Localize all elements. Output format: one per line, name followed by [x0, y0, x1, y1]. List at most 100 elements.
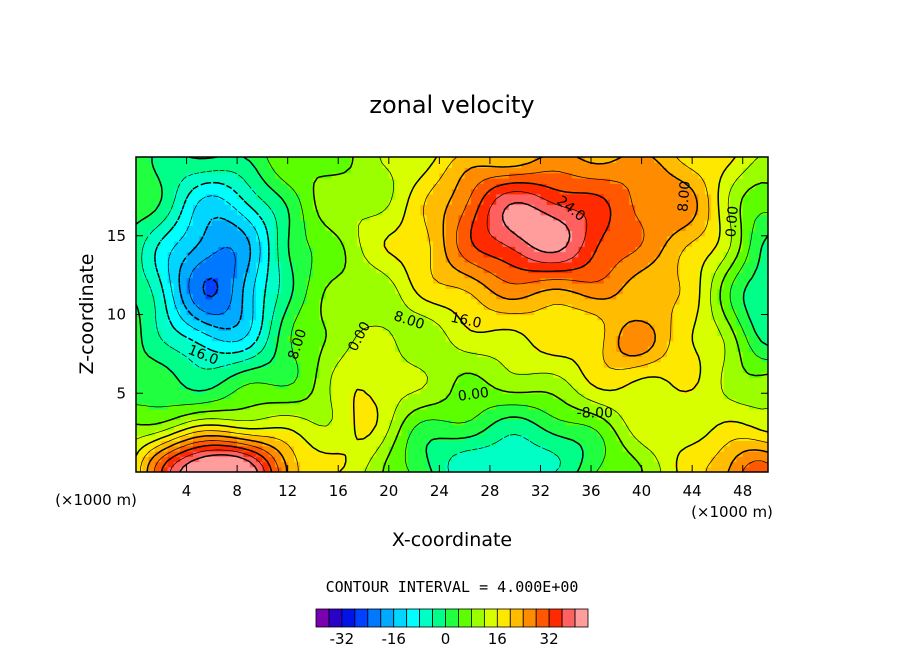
contour-cell	[167, 356, 175, 363]
contour-cell	[243, 456, 251, 463]
contour-cell	[262, 251, 270, 258]
contour-cell	[294, 393, 301, 400]
contour-cell	[502, 283, 510, 289]
contour-cell	[148, 246, 156, 253]
contour-cell	[186, 230, 194, 237]
contour-cell	[559, 335, 567, 342]
contour-cell	[388, 314, 396, 321]
contour-cell	[622, 388, 630, 394]
contour-cell	[148, 262, 156, 268]
contour-cell	[312, 251, 320, 258]
contour-cell	[249, 435, 257, 442]
contour-cell	[502, 309, 510, 316]
contour-cell	[572, 440, 579, 447]
contour-cell	[382, 388, 390, 394]
contour-cell	[603, 214, 611, 221]
contour-cell	[647, 456, 655, 463]
contour-cell	[376, 230, 384, 237]
contour-cell	[565, 346, 573, 352]
contour-cell	[616, 398, 624, 405]
contour-cell	[527, 283, 535, 289]
contour-cell	[224, 251, 232, 258]
contour-cell	[452, 309, 459, 316]
contour-cell	[591, 241, 598, 247]
contour-cell	[704, 267, 712, 274]
contour-cell	[312, 214, 320, 221]
contour-cell	[761, 451, 768, 457]
contour-cell	[534, 382, 542, 389]
contour-cell	[572, 283, 579, 289]
contour-cell	[199, 277, 207, 284]
contour-cell	[477, 214, 485, 221]
contour-cell	[230, 225, 238, 232]
contour-cell	[749, 419, 756, 426]
contour-cell	[369, 419, 377, 426]
contour-cell	[230, 461, 238, 468]
contour-cell	[218, 235, 226, 242]
contour-cell	[338, 356, 346, 363]
contour-cell	[414, 288, 421, 295]
contour-cell	[218, 272, 226, 279]
contour-cell	[736, 372, 744, 379]
contour-cell	[433, 346, 440, 352]
contour-cell	[205, 451, 213, 457]
contour-cell	[281, 403, 289, 410]
contour-cell	[325, 335, 333, 342]
contour-cell	[306, 440, 314, 447]
contour-cell	[401, 251, 409, 258]
contour-cell	[584, 288, 592, 295]
contour-cell	[401, 309, 409, 316]
contour-cell	[477, 440, 485, 447]
contour-cell	[723, 466, 731, 472]
contour-cell	[723, 398, 731, 405]
contour-cell	[464, 235, 472, 242]
contour-cell	[477, 335, 485, 342]
contour-cell	[502, 298, 510, 305]
contour-cell	[161, 440, 169, 447]
contour-cell	[704, 388, 712, 394]
contour-cell	[161, 356, 169, 363]
contour-cell	[319, 419, 327, 426]
contour-cell	[243, 251, 251, 258]
contour-cell	[730, 241, 737, 247]
contour-cell	[673, 304, 681, 310]
contour-cell	[527, 361, 535, 368]
contour-cell	[477, 325, 485, 331]
contour-cell	[515, 382, 523, 389]
contour-cell	[306, 356, 314, 363]
contour-cell	[136, 267, 143, 274]
contour-cell	[224, 424, 232, 431]
contour-cell	[749, 351, 756, 358]
contour-cell	[489, 456, 497, 463]
contour-cell	[521, 377, 529, 384]
contour-cell	[401, 466, 409, 472]
contour-cell	[401, 235, 409, 242]
contour-cell	[268, 246, 276, 253]
contour-cell	[755, 445, 763, 452]
contour-cell	[426, 372, 434, 379]
contour-cell	[502, 367, 510, 373]
contour-cell	[679, 298, 687, 305]
contour-cell	[742, 304, 750, 310]
contour-cell	[470, 335, 478, 342]
contour-cell	[591, 256, 598, 263]
contour-cell	[749, 262, 756, 268]
contour-cell	[496, 304, 504, 310]
contour-cell	[294, 267, 301, 274]
contour-cell	[654, 288, 662, 295]
contour-cell	[331, 424, 339, 431]
contour-cell	[540, 314, 548, 321]
contour-cell	[458, 288, 466, 295]
contour-cell	[591, 209, 598, 216]
contour-cell	[502, 325, 510, 331]
contour-cell	[723, 267, 731, 274]
contour-cell	[673, 235, 681, 242]
contour-cell	[711, 382, 719, 389]
contour-cell	[414, 309, 421, 316]
contour-cell	[426, 419, 434, 426]
contour-cell	[578, 451, 586, 457]
contour-cell	[331, 388, 339, 394]
contour-cell	[610, 314, 617, 321]
contour-cell	[584, 298, 592, 305]
contour-cell	[433, 377, 440, 384]
